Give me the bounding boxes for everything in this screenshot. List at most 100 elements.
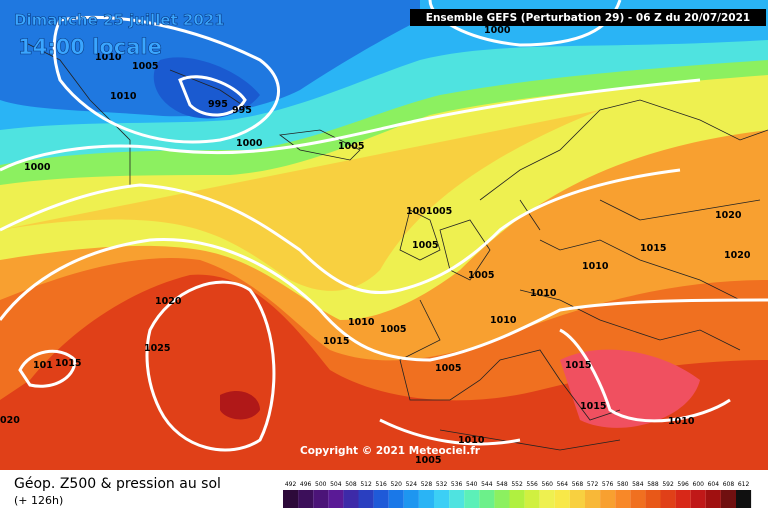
scale-label: 600 — [693, 481, 705, 488]
isobar-label: 995 — [208, 99, 228, 110]
scale-swatch — [554, 490, 570, 508]
scale-swatch — [600, 490, 616, 508]
scale-swatch — [705, 490, 721, 508]
isobar-label: 1005 — [380, 324, 406, 335]
scale-label: 548 — [496, 481, 508, 488]
scale-label: 496 — [300, 481, 312, 488]
isobar-label: 1000 — [484, 25, 511, 36]
isobar-label: 1020 — [715, 210, 742, 221]
isobar-label: 1010 — [458, 435, 485, 446]
isobar-label: 1020 — [155, 296, 182, 307]
isobar-label: 1015 — [640, 243, 666, 254]
scale-label: 568 — [572, 481, 584, 488]
scale-label: 608 — [723, 481, 735, 488]
isobar-label: 995 — [232, 105, 252, 116]
date: Dimanche 25 juillet 2021 — [14, 11, 225, 29]
isobar-label: 1005 — [412, 240, 438, 251]
isobar-label: 1000 — [236, 138, 263, 149]
scale-label: 504 — [330, 481, 342, 488]
run-banner — [410, 9, 766, 26]
isobar-label: 1005 — [435, 363, 461, 374]
scale-label: 540 — [466, 481, 478, 488]
scale-label: 500 — [315, 481, 327, 488]
scale-label: 552 — [511, 481, 523, 488]
scale-label: 560 — [542, 481, 554, 488]
scale-label: 528 — [421, 481, 433, 488]
isobar-label: 1010 — [490, 315, 517, 326]
scale-swatch — [283, 490, 299, 508]
scale-swatch — [298, 490, 314, 508]
scale-label: 580 — [617, 481, 629, 488]
scale-swatch — [509, 490, 525, 508]
scale-label: 584 — [632, 481, 644, 488]
scale-swatch — [313, 490, 329, 508]
isobar-labels: 1010 1005 1010 995 995 1000 1005 1000 1000 100100… — [0, 25, 751, 466]
scale-label: 516 — [375, 481, 387, 488]
footer-title: Géop. Z500 & pression au sol — [14, 476, 221, 492]
isobar-label: 1010 — [110, 91, 137, 102]
scale-swatch — [630, 490, 646, 508]
scale-label: 520 — [391, 481, 403, 488]
time: 14:00 locale — [18, 35, 162, 59]
scale-label: 592 — [662, 481, 674, 488]
scale-label: 492 — [285, 481, 297, 488]
isobar-label: 1020 — [724, 250, 751, 261]
isobar-label: 1015 — [323, 336, 349, 347]
run-info: Ensemble GEFS (Perturbation 29) - 06 Z d… — [426, 12, 750, 24]
scale-swatch — [343, 490, 359, 508]
scale-label: 544 — [481, 481, 493, 488]
scale-swatch — [615, 490, 631, 508]
scale-swatch — [418, 490, 434, 508]
scale-swatch — [736, 490, 752, 508]
isobar-label: 1005 — [132, 61, 158, 72]
scale-swatch — [449, 490, 465, 508]
scale-swatch — [388, 490, 404, 508]
copyright: Copyright © 2021 Meteociel.fr — [300, 445, 481, 457]
isobar-label: 1001005 — [406, 206, 452, 217]
scale-swatch — [464, 490, 480, 508]
scale-swatch — [645, 490, 661, 508]
isobar-label: 1005 — [415, 455, 441, 466]
map-background — [0, 0, 768, 470]
scale-label: 576 — [602, 481, 614, 488]
scale-label: 524 — [406, 481, 418, 488]
scale-swatch — [373, 490, 389, 508]
scale-swatch — [479, 490, 495, 508]
scale-label: 508 — [345, 481, 357, 488]
scale-label: 588 — [647, 481, 659, 488]
scale-label: 556 — [526, 481, 538, 488]
isobar-label: 1015 — [55, 358, 81, 369]
scale-label: 564 — [557, 481, 569, 488]
scale-swatch — [434, 490, 450, 508]
scale-label: 604 — [708, 481, 720, 488]
isobar-label: 1010 — [582, 261, 609, 272]
scale-swatch — [585, 490, 601, 508]
isobar-label: 1005 — [468, 270, 494, 281]
isobar-label: 1010 — [530, 288, 557, 299]
isobar-label: 1010 — [668, 416, 695, 427]
isobar-label: 1015 — [580, 401, 606, 412]
isobar-label: 1015 — [565, 360, 591, 371]
color-scale: 492 496 500 504 508 512 516 520 524 528 532 536 540 5… — [283, 481, 752, 508]
isobar-label: 1010 — [95, 52, 122, 63]
scale-swatch — [358, 490, 374, 508]
scale-swatch — [539, 490, 555, 508]
scale-label: 596 — [677, 481, 689, 488]
isobar-label: 1000 — [24, 162, 51, 173]
scale-swatch — [675, 490, 691, 508]
scale-label: 612 — [738, 481, 750, 488]
scale-label: 532 — [436, 481, 448, 488]
scale-label: 572 — [587, 481, 599, 488]
scale-label: 536 — [451, 481, 463, 488]
scale-swatch — [494, 490, 510, 508]
isobar-label: 1025 — [144, 343, 170, 354]
isobar-label: 1005 — [338, 141, 364, 152]
scale-swatch — [328, 490, 344, 508]
isobar-label: 1010 — [348, 317, 375, 328]
scale-swatch — [569, 490, 585, 508]
scale-swatch — [524, 490, 540, 508]
scale-swatch — [690, 490, 706, 508]
scale-swatch — [660, 490, 676, 508]
isobar-label: 020 — [0, 415, 20, 426]
